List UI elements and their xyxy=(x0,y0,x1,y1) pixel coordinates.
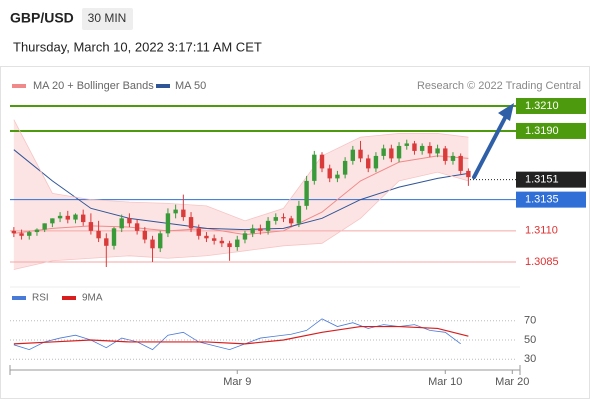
candle-body xyxy=(296,205,302,224)
level-label: 1.3110 xyxy=(525,225,558,237)
candle-body xyxy=(466,170,471,178)
candle-body xyxy=(127,218,132,224)
candle-body xyxy=(104,238,109,246)
legend-swatch xyxy=(12,296,26,300)
timeframe: 30 MIN xyxy=(88,11,127,25)
rsi-ma xyxy=(13,325,469,345)
candle-body xyxy=(196,228,201,236)
candle-body xyxy=(227,243,232,248)
credit: Research © 2022 Trading Central xyxy=(417,80,581,92)
candle-body xyxy=(119,218,124,229)
moving-average xyxy=(13,149,469,231)
rsi-line xyxy=(13,318,461,351)
level-label: 1.3151 xyxy=(525,174,559,186)
symbol: GBP/USD xyxy=(10,10,74,26)
rsi-tick-label: 70 xyxy=(524,315,536,327)
candle-body xyxy=(373,155,379,169)
x-tick-label: Mar 10 xyxy=(428,376,462,388)
candle-body xyxy=(258,228,263,231)
candle-body xyxy=(319,154,325,169)
legend-label: MA 50 xyxy=(175,80,206,92)
candle-body xyxy=(404,143,409,146)
candle-body xyxy=(19,233,24,236)
candle-body xyxy=(450,155,456,161)
candle-body xyxy=(288,218,294,224)
level-label: 1.3085 xyxy=(525,256,559,268)
candle-body xyxy=(88,222,94,231)
candle-body xyxy=(250,228,255,234)
legend-swatch xyxy=(62,296,76,300)
candle-body xyxy=(96,230,101,239)
candle-body xyxy=(327,168,332,179)
candle-body xyxy=(57,215,63,219)
candle-body xyxy=(165,213,171,234)
bollinger-band xyxy=(13,119,469,270)
level-label-box xyxy=(516,191,586,208)
candle-body xyxy=(242,233,248,240)
candle-body xyxy=(304,180,309,206)
level-label-box xyxy=(516,97,586,114)
candle-body xyxy=(27,232,32,236)
level-label-box xyxy=(516,171,586,188)
candle-body xyxy=(111,228,117,246)
candle-body xyxy=(458,155,463,171)
candle-body xyxy=(73,214,78,220)
candle-body xyxy=(350,149,356,161)
candle-body xyxy=(435,148,440,154)
candle-body xyxy=(419,145,425,151)
rsi-tick-label: 30 xyxy=(524,353,536,365)
x-tick-label: Mar 20 xyxy=(495,376,529,388)
candle-body xyxy=(181,209,186,218)
candle-body xyxy=(366,158,371,169)
candle-body xyxy=(134,223,140,231)
candle-body xyxy=(65,215,70,220)
candle-body xyxy=(381,148,386,156)
candle-body xyxy=(443,148,448,161)
candle-body xyxy=(150,239,155,249)
candle-body xyxy=(11,230,17,234)
candle-body xyxy=(34,229,40,233)
candle-body xyxy=(158,233,163,249)
level-label: 1.3190 xyxy=(525,125,559,137)
candle-body xyxy=(188,217,194,229)
candle-body xyxy=(412,143,417,151)
candle-body xyxy=(235,239,240,248)
candle-body xyxy=(342,160,348,175)
candle-body xyxy=(265,220,271,231)
timeframe-box xyxy=(82,8,133,30)
legend-label: MA 20 + Bollinger Bands xyxy=(33,80,154,92)
level-label: 1.3135 xyxy=(525,194,559,206)
candle-body xyxy=(42,223,47,230)
level-label-box xyxy=(516,122,586,139)
band-edge xyxy=(13,171,469,270)
candle-body xyxy=(50,218,55,224)
candle-body xyxy=(142,230,148,240)
candle-body xyxy=(80,214,86,223)
candle-body xyxy=(273,217,278,221)
rsi-tick-label: 50 xyxy=(524,334,536,346)
candle-body xyxy=(312,154,317,181)
candle-body xyxy=(173,209,178,214)
candle-body xyxy=(396,145,402,159)
level-label: 1.3210 xyxy=(525,100,559,112)
x-tick-label: Mar 9 xyxy=(223,376,251,388)
candle-body xyxy=(427,145,433,154)
forecast-arrow xyxy=(472,114,508,180)
candle-body xyxy=(358,149,363,159)
legend-label: RSI xyxy=(32,293,49,304)
candle-body xyxy=(211,238,217,241)
timestamp: Thursday, March 10, 2022 3:17:11 AM CET xyxy=(13,39,262,54)
candle-body xyxy=(389,148,394,159)
candle-body xyxy=(335,174,340,179)
legend-label: 9MA xyxy=(82,293,103,304)
candle-body xyxy=(204,235,209,239)
forecast-arrowhead xyxy=(498,103,514,121)
candle-body xyxy=(219,240,225,244)
candle-body xyxy=(281,217,286,219)
band-edge xyxy=(13,119,469,222)
